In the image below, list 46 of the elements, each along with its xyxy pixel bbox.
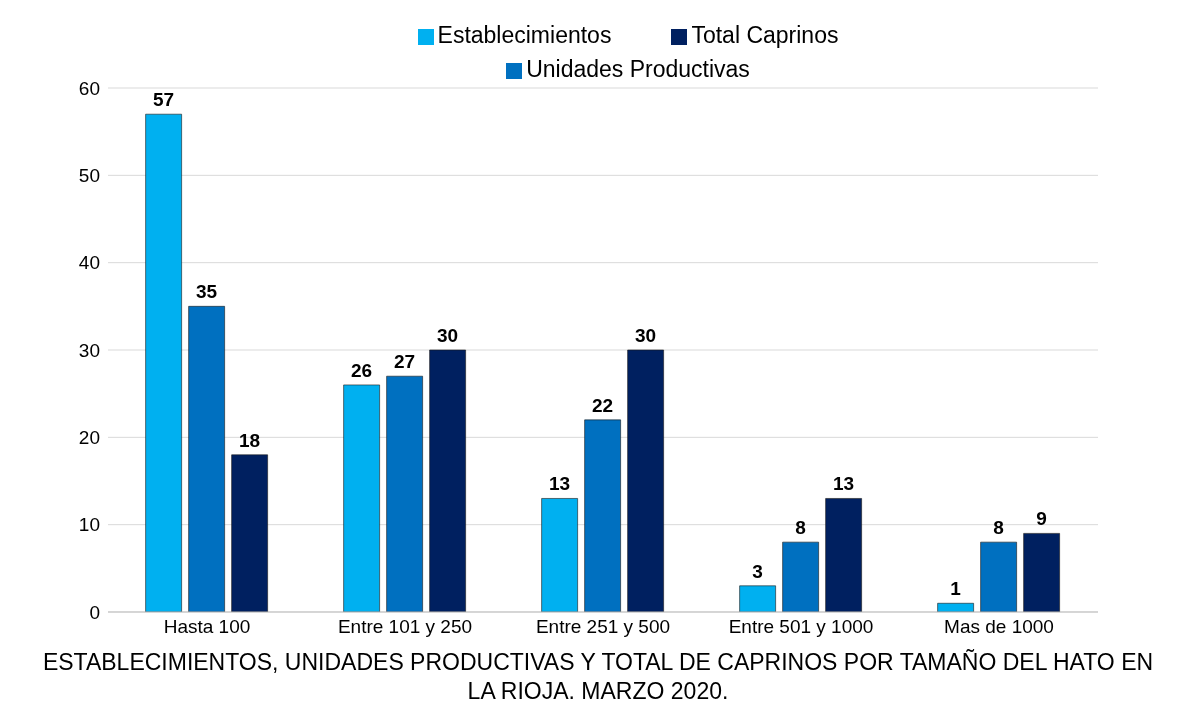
y-tick-label: 10 [78,514,100,536]
bar [627,349,664,612]
bar [386,375,423,612]
data-label: 26 [351,359,373,381]
legend-label: Total Caprinos [691,22,839,48]
bar [739,585,776,612]
y-tick-label: 50 [78,165,100,187]
data-label: 3 [752,560,763,582]
bar [980,541,1017,612]
x-tick-label: Entre 501 y 1000 [728,616,874,638]
data-label: 30 [437,325,459,346]
data-label: 13 [833,473,855,495]
data-label: 8 [795,517,806,539]
bar [343,384,380,612]
x-tick-label: Entre 251 y 500 [535,616,671,638]
data-label: 13 [549,473,571,495]
data-label: 9 [1036,508,1047,530]
bar [1023,533,1060,612]
data-label: 18 [239,429,261,451]
data-label: 30 [635,325,657,346]
bar [145,113,182,612]
legend-label: Unidades Productivas [526,56,750,82]
bar [825,498,862,612]
data-label: 57 [153,89,175,111]
data-label: 8 [993,517,1004,539]
legend-label: Establecimientos [437,22,612,48]
bar [584,419,621,612]
y-tick-label: 0 [89,601,100,623]
x-tick-label: Entre 101 y 250 [337,616,473,638]
data-label: 35 [196,281,218,303]
bar [429,349,466,612]
data-label: 27 [394,351,416,373]
data-label: 1 [950,578,962,600]
x-tick-label: Hasta 100 [163,616,251,638]
y-tick-label: 40 [78,252,100,274]
bar [231,454,268,612]
bar [188,306,225,612]
y-tick-label: 30 [78,339,100,361]
data-label: 22 [592,394,614,416]
x-tick-label: Mas de 1000 [944,616,1054,638]
bar [782,541,819,612]
y-tick-label: 60 [78,77,100,99]
text: ESTABLECIMIENTOS, UNIDADES PRODUCTIVAS Y TOTAL DE CAPRINOS POR TAMAÑO DEL HATO EN LA RIOJA. MARZO 2020. [41,648,1155,706]
bar [541,498,578,612]
y-tick-label: 20 [78,427,100,449]
bar [937,602,974,612]
